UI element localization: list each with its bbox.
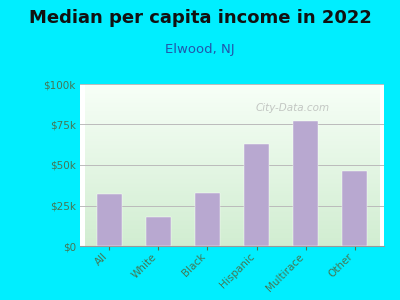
Text: City-Data.com: City-Data.com [256, 103, 330, 113]
Bar [293, 121, 318, 246]
Bar [195, 193, 220, 246]
Bar [244, 144, 269, 246]
Bar [97, 194, 122, 246]
Bar [146, 217, 171, 246]
Text: Elwood, NJ: Elwood, NJ [165, 44, 235, 56]
Bar [342, 172, 367, 246]
Text: Median per capita income in 2022: Median per capita income in 2022 [28, 9, 372, 27]
